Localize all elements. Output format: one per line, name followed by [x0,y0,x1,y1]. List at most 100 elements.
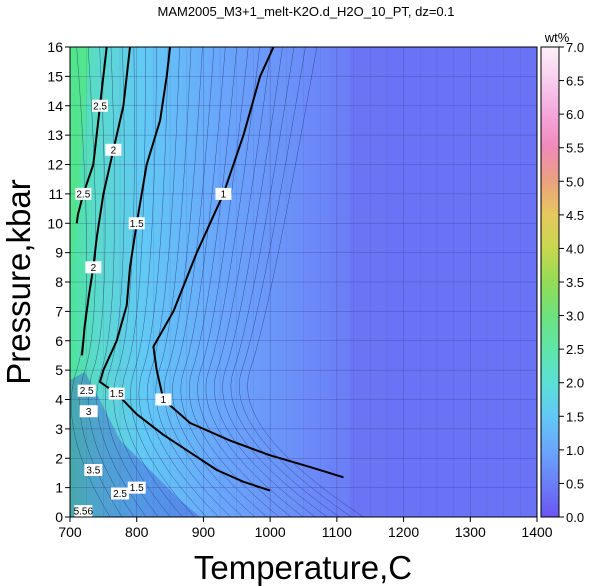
contour-label-text: 3.5 [86,466,100,477]
contour-label: 2.5 [77,384,96,397]
heatmap-origin-region [70,372,200,517]
fine-contour [163,47,243,517]
colorbar-tick-label: 7.0 [566,40,584,55]
contour-label-text: 3 [86,407,92,418]
colorbar-tick-label: 4.5 [566,208,584,223]
colorbar-tick-label: 5.0 [566,174,584,189]
fine-contour [71,47,111,517]
x-tick-label: 1000 [255,524,286,540]
y-tick-label: 13 [47,127,63,143]
contour-label-bg [111,487,130,500]
colorbar: wt% 0.0 0.5 1.0 1.5 2.0 2.5 3.0 3.5 4.0 4.5 5.0 5.5… [540,30,584,525]
contour-label-bg [84,464,103,476]
y-tick-label: 0 [55,509,63,525]
contour-label-text: 2.5 [113,489,127,500]
contour-label-bg [79,405,98,418]
contour-label-bg [108,387,125,400]
colorbar-tick-label: 5.5 [566,141,584,156]
y-tick-label: 3 [55,421,63,437]
contour-label: 1.5 [108,387,125,400]
colorbar-tick-label: 3.0 [566,309,584,324]
contour-1.5 [99,47,271,492]
colorbar-tick-label: 2.0 [566,376,584,391]
y-tick-label: 10 [47,215,63,231]
y-tick-label: 7 [55,303,63,319]
colorbar-unit: wt% [544,30,570,45]
contour-label-text: 1 [161,395,167,406]
contour-2 [81,47,131,356]
contour-label: 1.5 [127,481,146,494]
colorbar-bar [540,46,560,518]
contour-label-bg [128,217,145,230]
x-tick-label: 900 [192,524,216,540]
contour-label-bg [85,261,102,274]
fine-contour [205,47,304,517]
y-tick-label: 9 [55,245,63,261]
contour-label-text: 2.5 [76,189,90,200]
contour-label: 5.56 [74,505,94,518]
contour-label-text: 2 [111,145,117,156]
contour-label: 2.5 [111,487,130,500]
fine-contour [188,47,280,517]
x-axis-ticks: 700 800 900 1000 1100 1200 1300 1400 [58,517,553,540]
colorbar-tick-label: 6.0 [566,107,584,122]
fine-contour [147,47,219,517]
y-tick-label: 8 [55,274,63,290]
colorbar-tick-label: 2.5 [566,342,584,357]
contour-label-bg [127,481,146,494]
colorbar-tick-label: 6.5 [566,74,584,89]
fine-contour [180,47,268,517]
y-tick-label: 12 [47,157,63,173]
contour-label-text: 5.56 [74,507,94,518]
y-tick-label: 14 [47,98,63,114]
fine-contour [172,47,256,517]
contour-2.5 [75,47,108,224]
contour-label: 1.5 [128,217,145,230]
x-tick-label: 1300 [455,524,486,540]
colorbar-tick-label: 1.5 [566,409,584,424]
fine-contour [88,47,135,517]
fine-contour [197,47,292,517]
contour-label-bg [92,99,109,112]
contour-label-bg [75,187,92,200]
heatmap-high-region [70,47,90,270]
y-tick-label: 11 [48,186,63,202]
colorbar-tick-label: 3.5 [566,275,584,290]
contour-label-text: 1.5 [110,389,124,400]
contour-label: 2 [85,261,102,274]
fine-contour [113,47,171,517]
contour-label: 3.5 [84,464,103,477]
y-tick-label: 2 [55,450,63,466]
y-tick-label: 16 [47,39,63,55]
contour-label: 2 [105,143,122,156]
contour-label: 2.5 [92,99,109,112]
contour-label-bg [77,384,96,397]
chart-title: MAM2005_M3+1_melt-K2O.d_H2O_10_PT, dz=0.… [157,4,454,19]
x-tick-label: 800 [125,524,149,540]
colorbar-tick-label: 0.5 [566,476,584,491]
x-tick-label: 1400 [521,524,552,540]
y-tick-label: 4 [55,392,63,408]
contour-label-bg [105,143,122,156]
contour-label-text: 1 [221,189,227,200]
contour-1 [152,47,344,479]
colorbar-tick-label: 0.0 [566,510,584,525]
fine-contour [130,47,195,517]
contour-label-bg [74,505,93,517]
contour-label-text: 2 [91,263,97,274]
colorbar-tick-label: 4.0 [566,241,584,256]
contour-label: 3 [79,405,98,418]
contour-label-text: 1.5 [130,483,144,494]
x-tick-label: 1200 [388,524,419,540]
fine-contour [104,47,159,517]
contour-label: 1 [155,393,172,406]
y-axis-label: Pressure,kbar [0,179,37,384]
x-tick-label: 1100 [322,524,352,540]
contour-label: 1 [215,187,232,200]
y-tick-label: 5 [55,362,63,378]
contour-label-text: 2.5 [93,101,107,112]
